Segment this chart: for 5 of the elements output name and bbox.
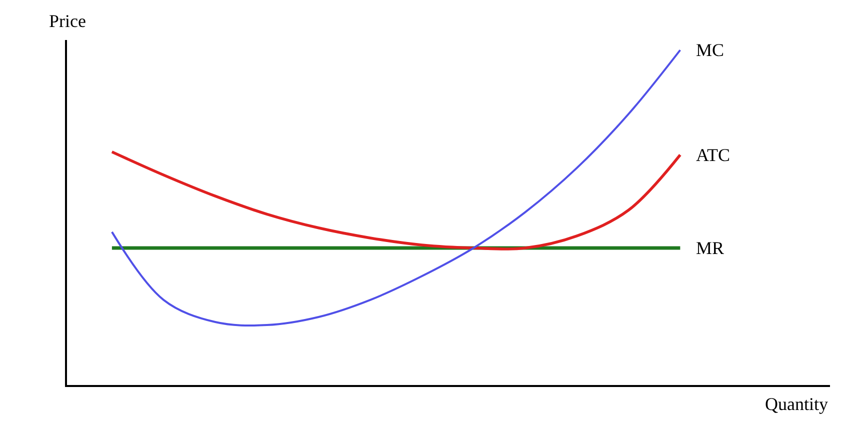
series-label: MR	[696, 238, 724, 258]
series-label: MC	[696, 40, 724, 60]
x-axis-title: Quantity	[765, 394, 828, 414]
y-axis-title: Price	[49, 11, 86, 31]
series-label: ATC	[696, 145, 730, 165]
